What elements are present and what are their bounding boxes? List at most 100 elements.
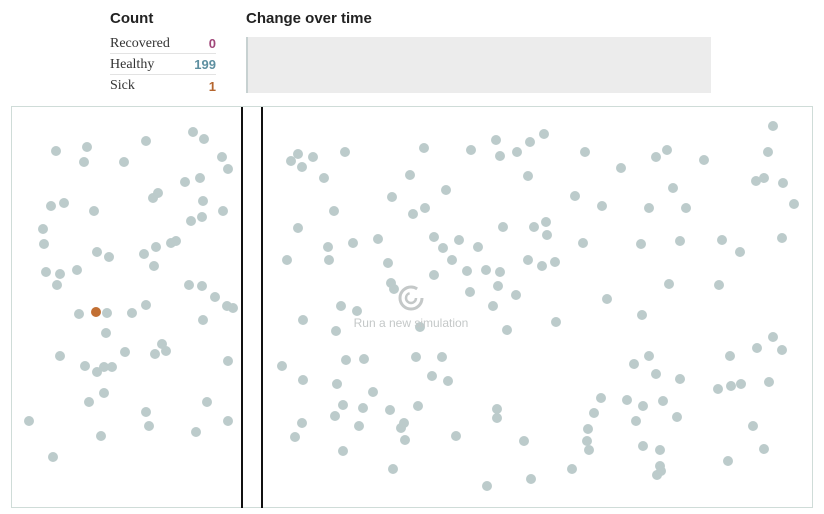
recovered-value: 0 <box>208 36 216 51</box>
healthy-dot <box>651 152 661 162</box>
recovered-label: Recovered <box>110 35 170 51</box>
quarantine-wall-right <box>261 107 263 508</box>
healthy-dot <box>99 388 109 398</box>
healthy-dot <box>466 145 476 155</box>
healthy-dot <box>354 421 364 431</box>
healthy-dot <box>341 355 351 365</box>
healthy-dot <box>438 243 448 253</box>
healthy-dot <box>681 203 691 213</box>
healthy-dot <box>24 416 34 426</box>
healthy-dot <box>759 444 769 454</box>
healthy-dot <box>584 445 594 455</box>
healthy-dot <box>161 346 171 356</box>
healthy-dot <box>429 232 439 242</box>
healthy-dot <box>286 156 296 166</box>
healthy-dot <box>329 206 339 216</box>
healthy-dot <box>202 397 212 407</box>
healthy-dot <box>451 431 461 441</box>
healthy-dot <box>104 252 114 262</box>
healthy-dot <box>656 466 666 476</box>
healthy-dot <box>297 418 307 428</box>
healthy-dot <box>537 261 547 271</box>
quarantine-wall-left <box>241 107 243 508</box>
run-new-simulation-label[interactable]: Run a new simulation <box>353 316 469 330</box>
healthy-dot <box>144 421 154 431</box>
healthy-dot <box>578 238 588 248</box>
healthy-dot <box>443 376 453 386</box>
healthy-dot <box>358 403 368 413</box>
healthy-dot <box>338 446 348 456</box>
healthy-dot <box>658 396 668 406</box>
healthy-dot <box>488 301 498 311</box>
healthy-dot <box>198 196 208 206</box>
healthy-dot <box>99 362 109 372</box>
healthy-dot <box>319 173 329 183</box>
healthy-dot <box>228 303 238 313</box>
healthy-dot <box>419 143 429 153</box>
healthy-dot <box>616 163 626 173</box>
healthy-dot <box>655 445 665 455</box>
healthy-dot <box>210 292 220 302</box>
healthy-dot <box>465 287 475 297</box>
healthy-dot <box>298 375 308 385</box>
sick-value: 1 <box>208 78 216 94</box>
healthy-dot <box>638 441 648 451</box>
healthy-dot <box>473 242 483 252</box>
healthy-dot <box>89 206 99 216</box>
healthy-dot <box>72 265 82 275</box>
healthy-dot <box>596 393 606 403</box>
healthy-dot <box>511 290 521 300</box>
healthy-dot <box>777 345 787 355</box>
healthy-dot <box>495 151 505 161</box>
healthy-dot <box>217 152 227 162</box>
healthy-dot <box>668 183 678 193</box>
healthy-dot <box>481 265 491 275</box>
healthy-dot <box>92 367 102 377</box>
healthy-dot <box>725 351 735 361</box>
healthy-dot <box>622 395 632 405</box>
healthy-dot <box>551 317 561 327</box>
run-new-simulation-button[interactable]: Run a new simulation <box>335 281 487 331</box>
healthy-dot <box>498 222 508 232</box>
healthy-dot <box>55 269 65 279</box>
healthy-dot <box>127 308 137 318</box>
healthy-dot <box>550 257 560 267</box>
healthy-dot <box>184 280 194 290</box>
healthy-dot <box>763 147 773 157</box>
healthy-dot <box>383 258 393 268</box>
healthy-dot <box>454 235 464 245</box>
refresh-icon[interactable] <box>397 284 425 312</box>
healthy-dot <box>636 239 646 249</box>
healthy-dot <box>195 173 205 183</box>
healthy-dot <box>277 361 287 371</box>
healthy-dot <box>447 255 457 265</box>
healthy-dot <box>332 379 342 389</box>
healthy-dot <box>542 230 552 240</box>
healthy-dot <box>492 413 502 423</box>
healthy-dot <box>96 431 106 441</box>
healthy-dot <box>84 397 94 407</box>
healthy-dot <box>644 351 654 361</box>
healthy-dot <box>736 379 746 389</box>
simulation-area <box>11 106 813 508</box>
healthy-dot <box>373 234 383 244</box>
healthy-dot <box>427 371 437 381</box>
healthy-dot <box>149 261 159 271</box>
healthy-dot <box>437 352 447 362</box>
healthy-dot <box>529 222 539 232</box>
healthy-dot <box>526 474 536 484</box>
healthy-dot <box>186 216 196 226</box>
healthy-dot <box>523 171 533 181</box>
healthy-dot <box>282 255 292 265</box>
healthy-dot <box>290 432 300 442</box>
healthy-dot <box>413 401 423 411</box>
count-table: Recovered 0 Healthy 199 Sick 1 <box>110 34 216 97</box>
healthy-dot <box>151 242 161 252</box>
healthy-dot <box>664 279 674 289</box>
healthy-dot <box>102 308 112 318</box>
healthy-dot <box>789 199 799 209</box>
healthy-dot <box>675 236 685 246</box>
healthy-dot <box>199 134 209 144</box>
healthy-dot <box>340 147 350 157</box>
